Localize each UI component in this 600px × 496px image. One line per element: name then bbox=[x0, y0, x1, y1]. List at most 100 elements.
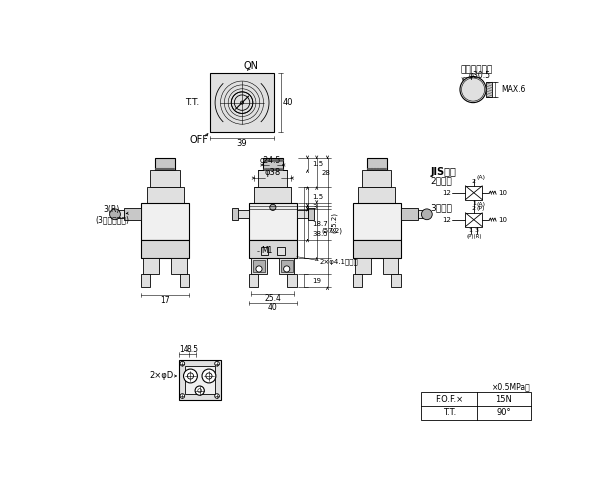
Bar bbox=[260, 248, 268, 255]
Circle shape bbox=[195, 386, 205, 395]
Text: 14: 14 bbox=[179, 345, 189, 354]
Circle shape bbox=[256, 266, 262, 272]
Bar bbox=[421, 392, 531, 420]
Bar bbox=[383, 258, 398, 274]
Bar bbox=[418, 210, 424, 218]
Text: 2×φ4.1取付稴: 2×φ4.1取付稴 bbox=[320, 259, 359, 265]
Bar bbox=[391, 274, 401, 288]
Text: 2: 2 bbox=[472, 206, 476, 211]
Text: (57.2): (57.2) bbox=[322, 227, 343, 234]
Text: M1: M1 bbox=[261, 246, 272, 255]
Bar bbox=[185, 366, 215, 394]
Text: φ30.5: φ30.5 bbox=[469, 71, 491, 80]
Circle shape bbox=[284, 266, 290, 272]
Text: 17: 17 bbox=[160, 296, 170, 305]
Bar bbox=[297, 210, 309, 218]
Text: (85.2): (85.2) bbox=[331, 212, 337, 233]
Text: MAX.6: MAX.6 bbox=[502, 85, 526, 94]
Text: 3ポート: 3ポート bbox=[431, 204, 452, 213]
Text: 12: 12 bbox=[442, 190, 451, 196]
Bar bbox=[171, 258, 187, 274]
Bar bbox=[141, 203, 189, 240]
Bar bbox=[358, 187, 395, 203]
Text: 40: 40 bbox=[282, 98, 293, 107]
Text: 2ポート: 2ポート bbox=[431, 177, 452, 186]
Text: 38.5: 38.5 bbox=[312, 231, 328, 237]
Text: (A): (A) bbox=[476, 175, 485, 180]
Circle shape bbox=[180, 362, 185, 366]
Bar bbox=[279, 258, 295, 274]
Text: 1.5: 1.5 bbox=[312, 161, 323, 167]
Bar bbox=[249, 203, 297, 240]
Bar bbox=[249, 240, 297, 258]
Bar bbox=[308, 208, 314, 220]
Circle shape bbox=[110, 209, 121, 220]
Bar bbox=[263, 158, 283, 171]
Bar bbox=[249, 274, 258, 288]
Circle shape bbox=[460, 76, 486, 103]
Bar bbox=[277, 248, 285, 255]
Text: T.T.: T.T. bbox=[185, 98, 199, 107]
Text: ON: ON bbox=[244, 61, 259, 71]
Text: 40: 40 bbox=[268, 303, 278, 312]
Text: 19: 19 bbox=[312, 277, 321, 284]
Bar bbox=[353, 203, 401, 240]
Bar bbox=[466, 186, 482, 200]
Bar bbox=[141, 240, 189, 258]
Text: ×0.5MPa時: ×0.5MPa時 bbox=[492, 382, 531, 391]
Bar bbox=[401, 208, 418, 220]
Text: 10: 10 bbox=[499, 217, 508, 223]
Bar bbox=[232, 208, 238, 220]
Text: (P): (P) bbox=[476, 206, 485, 211]
Bar bbox=[253, 260, 265, 272]
Circle shape bbox=[184, 369, 197, 383]
Text: φ38: φ38 bbox=[265, 168, 281, 177]
Text: OFF: OFF bbox=[190, 134, 208, 145]
Bar bbox=[281, 260, 293, 272]
Bar bbox=[118, 210, 124, 218]
Bar bbox=[146, 187, 184, 203]
Text: 25.4: 25.4 bbox=[265, 294, 281, 303]
Circle shape bbox=[215, 362, 220, 366]
Bar bbox=[124, 208, 141, 220]
Bar bbox=[179, 274, 189, 288]
Text: JIS記号: JIS記号 bbox=[431, 167, 457, 177]
Text: 1: 1 bbox=[472, 201, 476, 206]
Bar bbox=[353, 274, 362, 288]
Text: 8.5: 8.5 bbox=[187, 345, 199, 354]
Text: 2×φD: 2×φD bbox=[149, 372, 174, 380]
Bar bbox=[210, 73, 274, 132]
Text: 3: 3 bbox=[312, 204, 317, 210]
Circle shape bbox=[202, 369, 216, 383]
Text: 28: 28 bbox=[322, 170, 330, 176]
Circle shape bbox=[421, 209, 432, 220]
Text: 1: 1 bbox=[469, 228, 473, 233]
Bar bbox=[367, 158, 387, 171]
Bar bbox=[151, 171, 179, 187]
Text: 10: 10 bbox=[499, 190, 508, 196]
Bar bbox=[141, 274, 151, 288]
Text: 1.5: 1.5 bbox=[312, 193, 323, 199]
Bar bbox=[362, 171, 391, 187]
Circle shape bbox=[215, 394, 220, 398]
Bar bbox=[251, 258, 266, 274]
Text: T.T.: T.T. bbox=[443, 408, 456, 418]
Text: (A): (A) bbox=[476, 202, 485, 207]
Text: ς24.5: ς24.5 bbox=[260, 156, 281, 165]
Text: 39: 39 bbox=[237, 139, 247, 148]
Circle shape bbox=[180, 394, 185, 398]
Text: 18.7: 18.7 bbox=[312, 221, 328, 227]
Bar bbox=[155, 158, 175, 171]
Text: (P)(R): (P)(R) bbox=[466, 234, 482, 239]
Text: 2: 2 bbox=[472, 180, 476, 185]
Bar bbox=[179, 360, 221, 400]
Text: F.O.F.×: F.O.F.× bbox=[435, 395, 463, 404]
Bar bbox=[143, 258, 159, 274]
Circle shape bbox=[241, 101, 244, 104]
Bar bbox=[355, 258, 371, 274]
Text: 12: 12 bbox=[442, 217, 451, 223]
Circle shape bbox=[270, 204, 276, 210]
Text: 15N: 15N bbox=[496, 395, 512, 404]
Bar bbox=[258, 171, 287, 187]
Bar bbox=[486, 82, 493, 97]
